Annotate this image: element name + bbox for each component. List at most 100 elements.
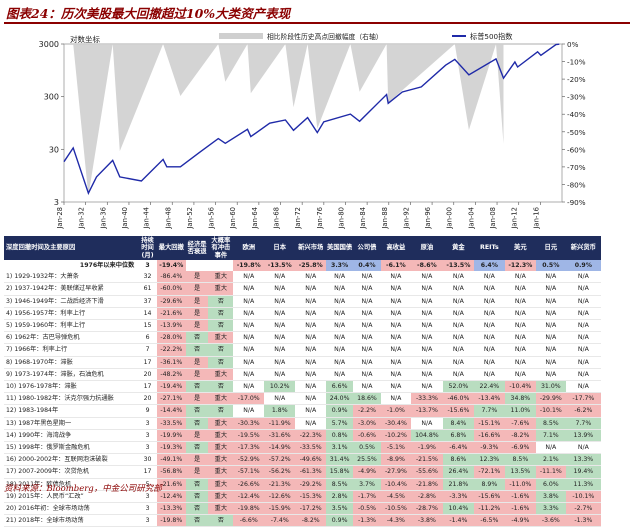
table-cell: 3.1% xyxy=(326,441,354,455)
table-cell: -16.6% xyxy=(473,429,505,443)
table-cell: -57.1% xyxy=(233,465,265,479)
left-tick-label: 3 xyxy=(54,198,59,207)
table-cell: -2.2% xyxy=(353,404,381,418)
table-cell: N/A xyxy=(504,319,536,333)
table-header-row: 深度回撤时间及主要原因 持续时间(月) 最大回撤 经济是否衰退 大概率有冲击事件 欧洲 日本… xyxy=(4,236,632,260)
table-cell: N/A xyxy=(295,271,327,284)
table-header-cell: 高收益 xyxy=(380,236,411,260)
table-cell: -10.1% xyxy=(565,490,601,504)
row-label: 20) 2016年初：全球市场动荡 xyxy=(4,502,139,516)
table-cell: -21.6% xyxy=(156,478,186,491)
table-cell: N/A xyxy=(326,319,354,333)
table-cell: -15.6% xyxy=(442,404,474,418)
median-cell xyxy=(208,260,233,271)
table-cell: -60.0% xyxy=(156,282,186,296)
table-cell: N/A xyxy=(442,331,474,345)
table-cell: -36.1% xyxy=(156,356,186,369)
table-cell: 是 xyxy=(185,392,209,406)
legend-swatch-drawdown xyxy=(219,33,263,39)
table-cell: -19.5% xyxy=(233,429,265,443)
table-cell: -8.2% xyxy=(295,514,327,527)
table-cell: 8.6% xyxy=(442,453,474,467)
table-cell: -1.0% xyxy=(380,404,411,418)
table-cell: 17 xyxy=(138,465,157,479)
table-cell: N/A xyxy=(380,343,411,357)
table-cell: -1.6% xyxy=(504,502,536,516)
table-cell: N/A xyxy=(233,343,265,357)
median-cell: -13.5% xyxy=(442,260,474,272)
table-cell: N/A xyxy=(264,343,296,357)
table-cell: N/A xyxy=(353,307,381,321)
table-cell: 7.1% xyxy=(535,429,566,443)
table-cell: 3.7% xyxy=(353,478,381,491)
table-cell: -55.6% xyxy=(410,465,443,479)
table-cell: 是 xyxy=(185,356,209,369)
table-cell: -0.6% xyxy=(353,429,381,443)
table-cell: N/A xyxy=(410,343,443,357)
median-row: 1976年以来中位数 3 -19.4% -19.8% -13.5% -25.8% 3.3% 0… xyxy=(4,260,632,272)
table-cell: -33.5% xyxy=(156,417,186,430)
table-cell: N/A xyxy=(442,271,474,284)
median-cell: 0.4% xyxy=(353,260,381,272)
table-cell: 重大 xyxy=(208,453,234,467)
table-cell: 否 xyxy=(208,404,234,418)
table-cell: 24.0% xyxy=(326,392,354,406)
table-cell: 2.1% xyxy=(535,453,566,467)
table-cell: 8.5% xyxy=(504,453,536,467)
table-cell: -19.4% xyxy=(156,380,186,394)
table-cell: -22.2% xyxy=(156,343,186,357)
table-cell: -1.9% xyxy=(410,441,443,455)
table-cell: N/A xyxy=(410,271,443,284)
table-cell: N/A xyxy=(295,331,327,345)
table-cell: -21.5% xyxy=(410,453,443,467)
row-label: 9) 1973-1974年：滞胀，石油危机 xyxy=(4,368,139,382)
table-cell: 重大 xyxy=(208,441,234,455)
right-tick-label: -20% xyxy=(567,75,586,84)
table-cell: -30.3% xyxy=(233,417,265,430)
table-cell: -6.4% xyxy=(442,441,474,455)
table-cell: N/A xyxy=(326,271,354,284)
table-cell: N/A xyxy=(233,331,265,345)
table-cell: 否 xyxy=(185,331,209,345)
x-tick-label: Jan-96 xyxy=(424,207,432,230)
table-cell: 10.4% xyxy=(442,502,474,516)
table-cell: -17.7% xyxy=(565,392,601,406)
table-cell: -13.3% xyxy=(156,502,186,516)
x-tick-label: Jan-52 xyxy=(186,207,194,230)
table-cell: N/A xyxy=(264,319,296,333)
table-row: 6) 1962年：古巴导弹危机 6 -28.0% 否重大 N/A N/A N/A N/A N/A… xyxy=(4,331,632,345)
table-cell: N/A xyxy=(535,356,566,369)
table-cell: N/A xyxy=(504,368,536,382)
table-cell: N/A xyxy=(410,319,443,333)
median-label: 1976年以来中位数 xyxy=(79,262,135,269)
row-label: 5) 1959-1960年：利率上行 xyxy=(4,319,139,333)
table-cell: 8.4% xyxy=(442,417,474,430)
table-cell: 7 xyxy=(138,343,157,357)
table-cell: -19.3% xyxy=(156,441,186,455)
table-cell: 6 xyxy=(138,331,157,345)
legend-label-drawdown: 相比阶段性历史高点回撤幅度（右轴） xyxy=(267,32,383,41)
table-cell: -86.4% xyxy=(156,271,186,284)
table-cell: -3.6% xyxy=(535,514,566,527)
table-cell: 15 xyxy=(138,319,157,333)
table-cell: N/A xyxy=(442,295,474,308)
table-cell: -15.1% xyxy=(473,417,505,430)
table-cell: N/A xyxy=(535,319,566,333)
table-cell: N/A xyxy=(295,282,327,296)
table-cell: -33.3% xyxy=(410,392,443,406)
table-row: 1) 1929-1932年：大萧条 32 -86.4% 是重大 N/A N/A N/A N/A… xyxy=(4,271,632,284)
table-row: 9) 1973-1974年：滞胀，石油危机 20 -48.2% 是重大 N/A N/A N/… xyxy=(4,368,632,382)
row-label: 6) 1962年：古巴导弹危机 xyxy=(4,331,139,345)
table-cell: -15.3% xyxy=(295,490,327,504)
right-tick-label: -30% xyxy=(567,93,586,102)
table-cell: 是 xyxy=(185,295,209,308)
table-cell: N/A xyxy=(233,404,265,418)
x-tick-label: Jan-40 xyxy=(121,207,129,230)
median-cell: -25.8% xyxy=(295,260,327,272)
table-cell: N/A xyxy=(442,307,474,321)
table-cell: -1.6% xyxy=(504,490,536,504)
table-cell: N/A xyxy=(295,392,327,406)
table-cell: -28.7% xyxy=(410,502,443,516)
table-cell: N/A xyxy=(326,295,354,308)
table-cell: N/A xyxy=(380,331,411,345)
